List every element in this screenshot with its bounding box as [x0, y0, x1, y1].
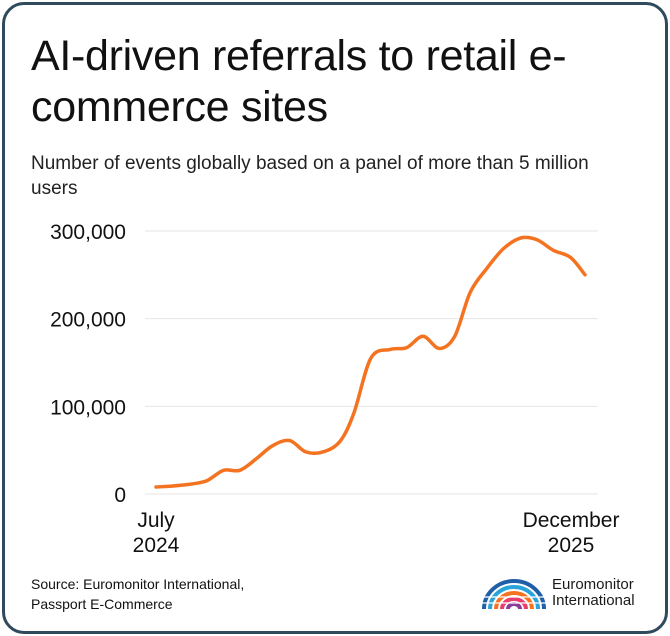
y-axis-ticks: 0 100,000 200,000 300,000	[50, 221, 126, 507]
y-tick-label: 0	[114, 484, 126, 507]
x-axis-ticks: July 2024 December 2025	[133, 509, 620, 557]
y-tick-label: 200,000	[50, 309, 126, 332]
y-tick-label: 100,000	[50, 396, 126, 419]
series-layer	[156, 237, 585, 487]
y-tick-label: 300,000	[50, 221, 126, 244]
series-line-0	[156, 237, 585, 487]
x-tick-label-end: December 2025	[523, 509, 620, 557]
x-tick-label-start: July 2024	[133, 509, 180, 557]
gridlines	[145, 231, 598, 494]
